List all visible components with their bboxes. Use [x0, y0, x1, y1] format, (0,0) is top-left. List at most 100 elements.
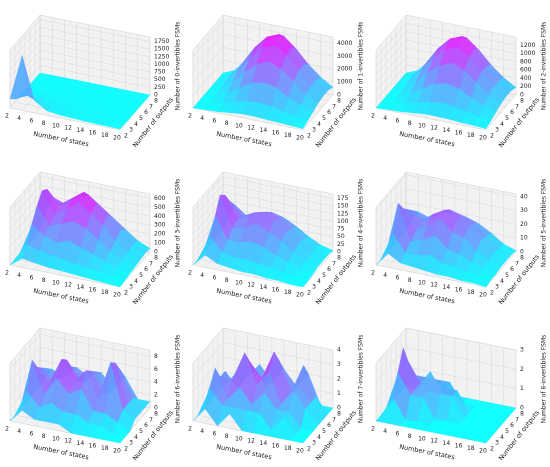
z-tick-label: 750 [154, 69, 166, 76]
x-tick-label: 16 [89, 443, 97, 450]
grid-line [192, 21, 334, 57]
grid-line [375, 327, 517, 364]
z-axis-label: Number of 2-invertibles FSMs [541, 22, 548, 111]
y-tick-label: 3 [129, 127, 133, 134]
surface-patch [290, 434, 309, 444]
x-tick-label: 20 [296, 135, 304, 142]
x-tick-label: 8 [225, 120, 229, 127]
x-tick-label: 18 [467, 289, 475, 296]
z-tick-label: 3000 [337, 53, 352, 60]
grid-line [9, 334, 151, 370]
x-tick-label: 16 [455, 287, 463, 294]
x-tick-label: 20 [296, 292, 304, 299]
x-tick-label: 10 [418, 122, 426, 129]
y-tick-label: 6 [327, 422, 331, 429]
y-tick-label: 4 [134, 434, 138, 441]
x-tick-label: 14 [260, 284, 268, 291]
x-tick-label: 6 [213, 430, 217, 437]
x-tick-label: 12 [430, 125, 438, 132]
subplot: 2 4 6 8 10 12 14 16 18 20 234567802550751001251501… [188, 171, 365, 306]
x-tick-label: 20 [296, 448, 304, 455]
x-tick-label: 4 [383, 115, 387, 122]
x-tick-label: 16 [272, 130, 280, 137]
x-tick-label: 14 [77, 284, 85, 291]
x-tick-label: 20 [113, 292, 121, 299]
x-tick-label: 12 [64, 438, 72, 445]
z-tick-label: 10 [520, 235, 528, 242]
x-tick-label: 2 [371, 426, 375, 433]
x-tick-label: 6 [30, 274, 34, 281]
x-tick-label: 2 [188, 426, 192, 433]
y-tick-label: 5 [139, 272, 143, 279]
z-tick-label: 0 [337, 405, 341, 412]
z-tick-label: 1000 [154, 61, 169, 68]
x-tick-label: 16 [89, 130, 97, 137]
x-tick-label: 6 [30, 430, 34, 437]
y-tick-label: 6 [327, 109, 331, 116]
y-tick-label: 6 [510, 266, 514, 273]
x-tick-label: 4 [383, 428, 387, 435]
y-tick-label: 5 [322, 115, 326, 122]
y-tick-label: 4 [500, 434, 504, 441]
z-axis-label: Number of 1-invertibles FSMs [358, 22, 365, 111]
y-tick-label: 3 [312, 284, 316, 291]
x-tick-label: 18 [467, 132, 475, 139]
z-tick-label: 200 [520, 83, 532, 90]
x-tick-label: 18 [467, 445, 475, 452]
z-tick-label: 0 [154, 249, 158, 256]
x-tick-label: 2 [188, 270, 192, 277]
y-tick-label: 8 [337, 411, 341, 418]
surface-patch [473, 275, 492, 288]
y-tick-label: 3 [495, 127, 499, 134]
z-tick-label: 250 [154, 84, 166, 91]
y-tick-label: 4 [317, 121, 321, 128]
y-tick-label: 8 [337, 255, 341, 262]
y-tick-label: 2 [307, 446, 311, 453]
y-tick-label: 4 [317, 278, 321, 285]
x-tick-label: 14 [77, 127, 85, 134]
y-tick-label: 8 [154, 411, 158, 418]
y-tick-label: 7 [149, 260, 153, 267]
x-tick-label: 2 [371, 270, 375, 277]
x-tick-label: 20 [113, 448, 121, 455]
x-tick-label: 16 [89, 287, 97, 294]
x-tick-label: 4 [200, 272, 204, 279]
grid-line [192, 356, 334, 393]
x-tick-label: 4 [17, 272, 21, 279]
z-tick-label: 0 [337, 92, 341, 99]
z-tick-label: 40 [520, 193, 528, 200]
x-tick-label: 20 [113, 135, 121, 142]
z-axis-label: Number of 6-invertibles FSMs [175, 335, 182, 424]
z-tick-label: 500 [154, 204, 166, 211]
z-tick-label: 3 [520, 347, 524, 354]
z-axis-label: Number of 0-invertibles FSMs [175, 22, 182, 111]
x-tick-label: 18 [101, 445, 109, 452]
y-tick-label: 2 [124, 446, 128, 453]
x-tick-label: 8 [408, 120, 412, 127]
x-tick-label: 8 [408, 433, 412, 440]
z-tick-label: 1250 [154, 53, 169, 60]
x-tick-label: 10 [52, 122, 60, 129]
y-tick-label: 8 [520, 255, 524, 262]
z-tick-label: 75 [337, 226, 345, 233]
x-tick-label: 12 [430, 438, 438, 445]
x-tick-label: 8 [42, 120, 46, 127]
grid-line [192, 342, 334, 378]
x-tick-label: 10 [418, 279, 426, 286]
y-tick-label: 7 [332, 260, 336, 267]
subplot: 2 4 6 8 10 12 14 16 18 20 234567801002003004005006… [5, 171, 182, 306]
x-tick-label: 2 [371, 113, 375, 120]
x-tick-label: 10 [52, 279, 60, 286]
y-tick-label: 6 [144, 422, 148, 429]
grid-line [192, 183, 334, 220]
grid-line [192, 176, 334, 212]
y-tick-label: 3 [129, 440, 133, 447]
x-tick-label: 10 [235, 435, 243, 442]
y-tick-label: 5 [139, 115, 143, 122]
z-tick-label: 20 [520, 221, 528, 228]
y-tick-label: 5 [139, 428, 143, 435]
